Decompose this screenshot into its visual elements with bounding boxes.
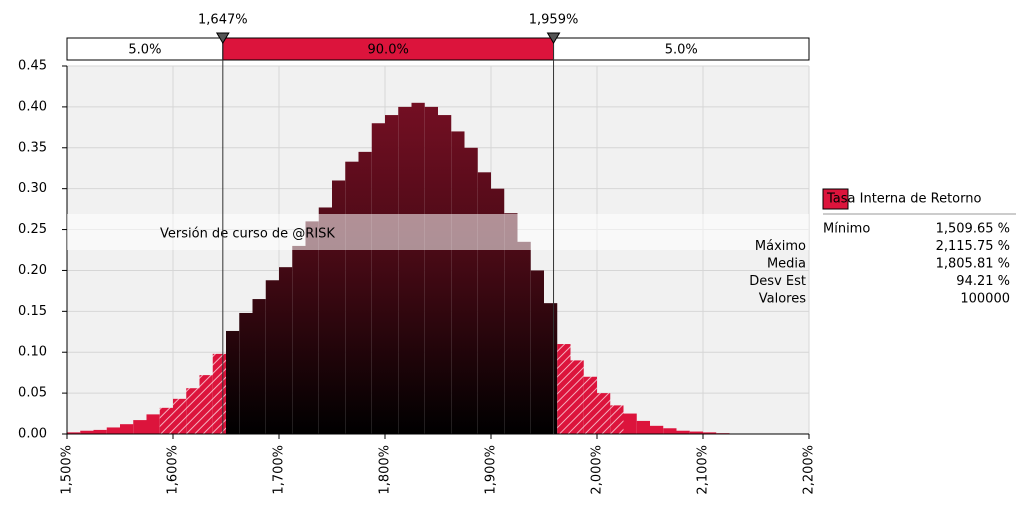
bar [305,221,319,434]
y-tick-label: 0.25 [18,222,47,237]
bar [530,270,544,434]
y-tick-label: 0.00 [18,427,47,442]
region-percent: 5.0% [128,43,161,58]
legend-swatch [822,188,849,210]
stat-label: Desv Est [749,274,806,289]
y-tick-label: 0.40 [18,99,47,114]
y-tick-label: 0.45 [18,59,47,74]
bar [398,106,412,434]
bar [93,429,107,434]
bar [239,312,253,434]
bar [226,330,240,434]
bar [689,431,703,434]
stat-label: Media [767,257,806,272]
bar [318,207,332,434]
bar [623,413,637,434]
bar [146,414,160,434]
bar [650,425,664,434]
bar [133,420,147,434]
bar [292,245,306,434]
watermark-band [67,214,809,250]
bar [279,267,293,434]
bar [106,427,120,434]
bar [464,147,478,434]
legend-label: Tasa Interna de Retorno [826,192,981,207]
stat-label: Máximo [755,239,806,254]
bar [504,213,518,434]
bar [424,106,438,434]
bar [345,161,359,434]
stat-label: Mínimo [823,222,870,237]
bar [411,102,425,435]
x-tick-label: 2,200% [802,445,817,495]
bar [451,131,465,434]
bar [570,360,584,434]
bar [583,376,597,434]
x-tick-label: 1,600% [166,445,181,495]
bar [517,241,531,434]
bar [544,303,558,434]
bar [159,407,173,434]
bar [120,424,134,434]
stat-value: 100000 [960,292,1010,307]
x-tick-label: 2,100% [696,445,711,495]
y-tick-label: 0.20 [18,263,47,278]
bar [676,430,690,434]
stat-value: 2,115.75 % [936,239,1010,254]
bar [252,299,266,434]
delimiter-handle [215,32,230,44]
bar [385,115,399,435]
x-tick-label: 1,800% [378,445,393,495]
delimiter-label: 1,959% [529,13,579,28]
bar [663,428,677,434]
bar [265,280,279,434]
bar [173,398,187,434]
bar [610,405,624,434]
bar [597,393,611,434]
watermark: Versión de curso de @RISK [160,227,335,242]
delimiter-label: 1,647% [198,13,248,28]
stat-label: Valores [759,292,806,307]
delimiter-handle [546,32,561,44]
region-percent: 5.0% [665,43,698,58]
x-tick-label: 2,000% [590,445,605,495]
bar [199,375,213,434]
bar [438,115,452,435]
bar [557,344,571,434]
bar [212,353,226,434]
stat-value: 94.21 % [956,274,1010,289]
x-tick-label: 1,500% [60,445,75,495]
y-tick-label: 0.35 [18,140,47,155]
y-tick-label: 0.15 [18,304,47,319]
bar [67,432,81,434]
bar [371,123,385,434]
bar [636,420,650,434]
bar [703,432,717,434]
y-tick-label: 0.10 [18,345,47,360]
bar [186,388,200,434]
x-tick-label: 1,900% [484,445,499,495]
y-tick-label: 0.30 [18,181,47,196]
bar [358,151,372,434]
bar [80,430,94,434]
stat-value: 1,509.65 % [936,222,1010,237]
y-tick-label: 0.05 [18,386,47,401]
x-tick-label: 1,700% [272,445,287,495]
region-percent: 90.0% [368,43,409,58]
bar [477,172,491,435]
stat-value: 1,805.81 % [936,257,1010,272]
